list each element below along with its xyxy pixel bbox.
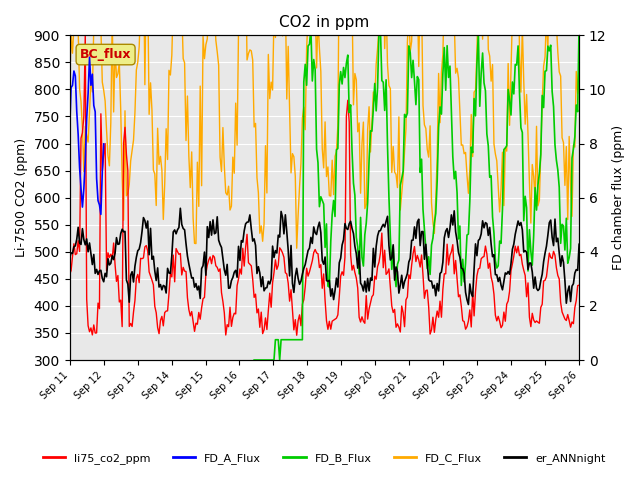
Legend: li75_co2_ppm, FD_A_Flux, FD_B_Flux, FD_C_Flux, er_ANNnight: li75_co2_ppm, FD_A_Flux, FD_B_Flux, FD_C… — [38, 448, 610, 468]
Y-axis label: FD chamber flux (ppm): FD chamber flux (ppm) — [612, 125, 625, 270]
Y-axis label: Li-7500 CO2 (ppm): Li-7500 CO2 (ppm) — [15, 138, 28, 257]
Text: BC_flux: BC_flux — [80, 48, 131, 61]
Title: CO2 in ppm: CO2 in ppm — [279, 15, 369, 30]
